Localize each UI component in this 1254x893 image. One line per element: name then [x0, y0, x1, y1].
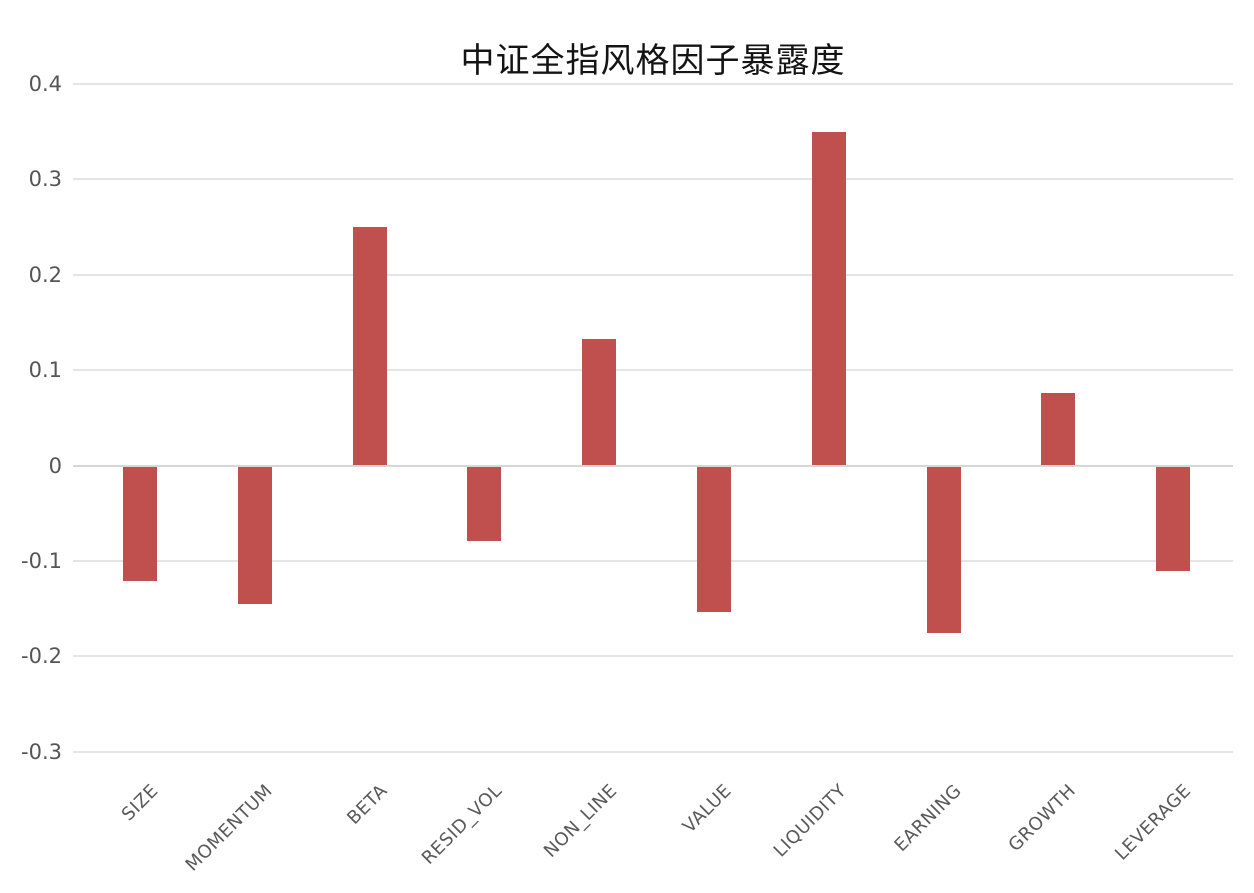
y-tick-label: 0.2	[28, 262, 62, 287]
x-tick-label-earning: EARNING	[890, 780, 966, 856]
gridline	[73, 83, 1233, 86]
bar-growth	[1041, 393, 1076, 466]
y-tick-label: 0.3	[28, 167, 62, 192]
bar-beta	[352, 227, 387, 466]
chart-title: 中证全指风格因子暴露度	[460, 41, 846, 81]
x-tick-label-growth: GROWTH	[1004, 780, 1081, 856]
bar-momentum	[237, 466, 272, 604]
bar-size	[123, 466, 157, 581]
bar-leverage	[1156, 466, 1191, 572]
y-tick-label: -0.3	[21, 739, 62, 764]
bar-non_line	[582, 338, 617, 466]
x-tick-label-liquidity: LIQUIDITY	[769, 780, 851, 862]
y-tick-label: 0.4	[28, 72, 62, 97]
gridline	[73, 369, 1233, 372]
x-tick-label-size: SIZE	[117, 780, 163, 826]
y-tick-label: 0	[48, 453, 62, 478]
gridline	[73, 178, 1233, 181]
gridline	[73, 750, 1233, 753]
x-tick-label-beta: BETA	[343, 780, 392, 829]
y-tick-label: -0.2	[21, 644, 62, 669]
y-tick-label: -0.1	[21, 548, 62, 573]
x-tick-label-momentum: MOMENTUM	[181, 780, 277, 876]
bar-earning	[926, 466, 961, 634]
x-tick-label-non_line: NON_LINE	[539, 780, 622, 862]
bar-value	[697, 466, 731, 613]
gridline	[73, 655, 1233, 658]
y-tick-label: 0.1	[28, 358, 62, 383]
x-tick-label-value: VALUE	[679, 780, 737, 838]
gridline	[73, 559, 1233, 562]
bar-resid_vol	[467, 466, 502, 541]
zero-gridline	[73, 464, 1233, 467]
x-tick-label-resid_vol: RESID_VOL	[418, 780, 507, 869]
gridline	[73, 273, 1233, 276]
x-tick-label-leverage: LEVERAGE	[1111, 780, 1196, 865]
bar-liquidity	[811, 131, 846, 466]
